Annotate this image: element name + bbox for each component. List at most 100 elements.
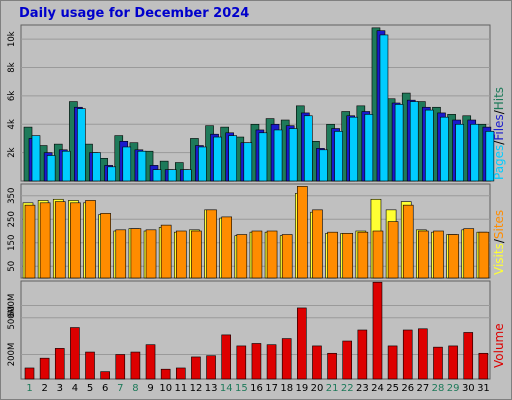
bar-volume — [478, 352, 489, 380]
bar-volume — [39, 357, 50, 380]
bar-volume — [191, 356, 201, 380]
x-tick-label: 1 — [26, 383, 32, 394]
bar-volume — [130, 351, 141, 380]
x-tick-label: 26 — [401, 383, 414, 394]
bar-sites — [281, 234, 293, 279]
x-tick-label: 27 — [417, 383, 430, 394]
bar-pages — [334, 131, 343, 182]
y-tick-label: 350 — [7, 188, 17, 204]
legend-sep-2: / — [492, 109, 506, 114]
x-tick-label: 7 — [117, 383, 123, 394]
bar-pages — [379, 34, 389, 182]
legend-visits: Visits — [492, 243, 506, 275]
bar-volume — [236, 345, 247, 380]
bar-volume — [418, 328, 428, 380]
bar-pages — [198, 146, 207, 182]
bar-volume — [297, 307, 307, 380]
legend-volume: Volume — [492, 323, 506, 368]
bar-sites — [85, 200, 96, 279]
bar-sites — [312, 209, 323, 279]
bar-pages — [288, 128, 298, 182]
x-tick-label: 24 — [371, 383, 384, 394]
bar-pages — [61, 150, 71, 182]
bar-sites — [448, 234, 459, 279]
bar-sites — [357, 231, 369, 279]
bar-pages — [409, 101, 419, 182]
x-tick-label: 17 — [265, 383, 278, 394]
legend-pages: Pages — [492, 145, 506, 180]
x-tick-label: 12 — [190, 383, 203, 394]
x-tick-label: 29 — [447, 383, 460, 394]
y-tick-label: 8k — [7, 62, 17, 72]
legend-hits-files-pages: Pages/Files/Hits — [492, 87, 506, 180]
y-tick-label: 4k — [7, 119, 17, 129]
bar-sites — [175, 230, 187, 279]
bar-volume — [145, 344, 156, 380]
bar-sites — [221, 216, 232, 279]
legend-sep-1: / — [492, 140, 506, 145]
x-tick-label: 31 — [477, 383, 490, 394]
bar-sites — [145, 229, 157, 279]
bar-sites — [251, 230, 263, 279]
x-tick-label: 10 — [159, 383, 172, 394]
bar-sites — [191, 230, 202, 279]
bar-volume — [221, 334, 231, 380]
bar-sites — [372, 230, 384, 279]
x-tick-label: 13 — [205, 383, 218, 394]
bar-volume — [160, 368, 171, 380]
bar-pages — [394, 104, 404, 182]
x-tick-label: 4 — [72, 383, 78, 394]
bar-sites — [39, 202, 51, 279]
x-tick-label: 28 — [432, 383, 445, 394]
x-tick-label: 21 — [326, 383, 339, 394]
bar-pages — [137, 150, 147, 182]
bar-sites — [297, 186, 308, 279]
bar-pages — [349, 116, 359, 182]
bar-pages — [92, 152, 101, 182]
bars — [22, 27, 495, 380]
bar-pages — [258, 132, 268, 182]
bar-volume — [281, 338, 292, 380]
bar-volume — [312, 345, 322, 380]
y-tick-label: 2k — [7, 147, 17, 157]
x-tick-label: 19 — [296, 383, 309, 394]
bar-sites — [327, 231, 338, 279]
bar-sites — [342, 233, 354, 279]
bar-volume — [251, 343, 262, 380]
bar-volume — [387, 345, 398, 380]
y-tick-label: 500M — [7, 306, 17, 330]
bar-sites — [24, 204, 36, 279]
x-tick-label: 3 — [57, 383, 63, 394]
bar-pages — [167, 169, 177, 182]
y-tick-label: 6k — [7, 91, 17, 101]
bar-pages — [440, 116, 449, 182]
bar-pages — [122, 146, 132, 182]
x-tick-label: 22 — [341, 383, 354, 394]
bar-volume — [448, 345, 458, 380]
legend-visits-sites: Visits/Sites — [492, 210, 506, 275]
bar-volume — [206, 355, 216, 380]
x-tick-label: 14 — [220, 383, 233, 394]
bar-pages — [470, 123, 480, 182]
legend-hits: Hits — [492, 87, 506, 110]
legend-files: Files — [492, 114, 506, 140]
y-tick-label: 600M — [7, 294, 17, 318]
bar-volume — [433, 346, 443, 380]
bar-pages — [213, 136, 222, 182]
x-tick-label: 23 — [356, 383, 369, 394]
bar-sites — [100, 213, 111, 279]
bar-volume — [85, 351, 95, 380]
bar-pages — [46, 155, 56, 182]
bar-sites — [236, 234, 248, 279]
bar-pages — [152, 169, 162, 182]
bar-pages — [182, 169, 192, 182]
x-tick-label: 8 — [132, 383, 138, 394]
bar-volume — [357, 329, 368, 380]
x-tick-label: 5 — [87, 383, 93, 394]
x-tick-label: 15 — [235, 383, 248, 394]
x-axis-labels: 1 2 3 4 5 6 7 8 9 10 11 12 13 14 15 16 17 18 19 20 21 22 23 24 2… — [26, 383, 489, 394]
bar-volume — [402, 329, 413, 380]
bar-sites — [433, 230, 444, 279]
bar-sites — [130, 228, 142, 279]
